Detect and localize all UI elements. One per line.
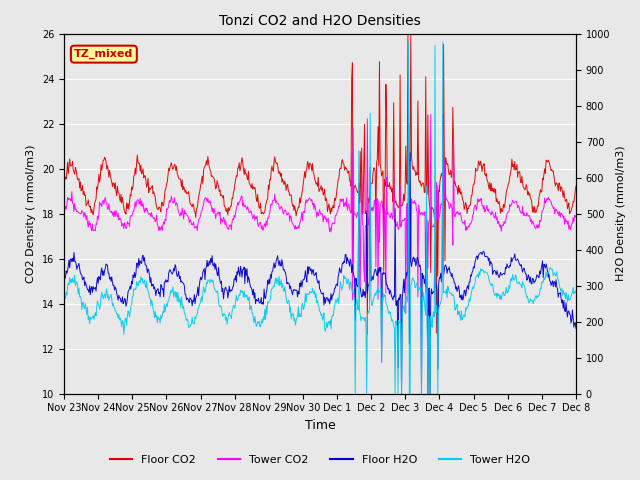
X-axis label: Time: Time [305,419,335,432]
Text: TZ_mixed: TZ_mixed [74,49,134,59]
Y-axis label: H2O Density (mmol/m3): H2O Density (mmol/m3) [616,146,626,281]
Legend: Floor CO2, Tower CO2, Floor H2O, Tower H2O: Floor CO2, Tower CO2, Floor H2O, Tower H… [105,451,535,469]
Y-axis label: CO2 Density ( mmol/m3): CO2 Density ( mmol/m3) [26,144,36,283]
Title: Tonzi CO2 and H2O Densities: Tonzi CO2 and H2O Densities [219,14,421,28]
